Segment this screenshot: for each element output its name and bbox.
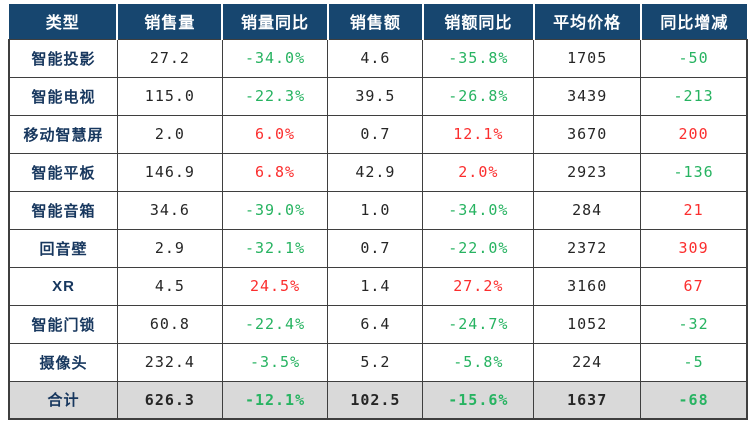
cell-sales_volume: 115.0 <box>116 76 223 116</box>
cell-avg_price: 3439 <box>533 76 642 116</box>
cell-sales_amount: 5.2 <box>327 342 424 382</box>
header-cell-type: 类型 <box>9 4 119 40</box>
cell-avg_price: 2923 <box>533 152 642 192</box>
row-label: XR <box>7 266 118 306</box>
cell-sales_volume: 232.4 <box>116 342 223 382</box>
header-cell-sales_amount: 销售额 <box>326 4 424 40</box>
cell-volume_yoy: -39.0% <box>221 190 329 230</box>
row-label: 智能门锁 <box>7 304 118 344</box>
cell-yoy_change: 21 <box>640 190 749 230</box>
cell-yoy_change: 309 <box>640 228 749 268</box>
cell-amount_yoy: 12.1% <box>422 114 535 154</box>
cell-sales_volume: 34.6 <box>116 190 223 230</box>
cell-amount_yoy: -35.8% <box>422 38 535 78</box>
cell-amount_yoy: -34.0% <box>422 190 535 230</box>
cell-yoy_change: -50 <box>640 38 749 78</box>
table-body: 智能投影 27.2 -34.0% 4.6 -35.8% 1705 -50 智能电视 115.0-… <box>7 38 749 420</box>
cell-volume_yoy: -22.4% <box>221 304 329 344</box>
row-label: 智能平板 <box>7 152 118 192</box>
cell-yoy_change: 200 <box>640 114 749 154</box>
cell-sales_volume: 4.5 <box>116 266 223 306</box>
cell-avg_price: 3160 <box>533 266 642 306</box>
cell-volume_yoy: -34.0% <box>221 38 329 78</box>
table-row: 移动智慧屏 2.0 6.0% 0.7 12.1% 3670 200 <box>7 114 749 154</box>
cell-volume_yoy: 6.0% <box>221 114 329 154</box>
cell-sales_amount: 0.7 <box>327 114 424 154</box>
cell-sales_volume: 60.8 <box>116 304 223 344</box>
row-label: 智能投影 <box>7 38 118 78</box>
header-cell-amount_yoy: 销额同比 <box>421 4 535 40</box>
table-row: XR 4.5 24.5% 1.4 27.2% 3160 67 <box>7 266 749 306</box>
row-label: 智能电视 <box>7 76 118 116</box>
cell-avg_price: 1637 <box>533 380 642 420</box>
cell-amount_yoy: -15.6% <box>422 380 535 420</box>
cell-yoy_change: -5 <box>640 342 749 382</box>
cell-sales_amount: 6.4 <box>327 304 424 344</box>
cell-volume_yoy: -3.5% <box>221 342 329 382</box>
row-label: 摄像头 <box>7 342 118 382</box>
row-label: 合计 <box>7 380 118 420</box>
cell-amount_yoy: 27.2% <box>422 266 535 306</box>
cell-yoy_change: 67 <box>640 266 749 306</box>
cell-yoy_change: -68 <box>640 380 749 420</box>
cell-sales_volume: 2.0 <box>116 114 223 154</box>
header-cell-avg_price: 平均价格 <box>532 4 642 40</box>
row-label: 智能音箱 <box>7 190 118 230</box>
cell-sales_amount: 42.9 <box>327 152 424 192</box>
cell-amount_yoy: -24.7% <box>422 304 535 344</box>
cell-sales_amount: 102.5 <box>327 380 424 420</box>
row-label: 移动智慧屏 <box>7 114 118 154</box>
cell-sales_amount: 0.7 <box>327 228 424 268</box>
cell-volume_yoy: 6.8% <box>221 152 329 192</box>
cell-avg_price: 284 <box>533 190 642 230</box>
table-row: 智能门锁 60.8 -22.4% 6.4 -24.7% 1052 -32 <box>7 304 749 344</box>
cell-sales_volume: 146.9 <box>116 152 223 192</box>
table-row: 智能电视 115.0 -22.3% 39.5 -26.8% 3439 -213 <box>7 76 749 116</box>
cell-amount_yoy: -26.8% <box>422 76 535 116</box>
cell-volume_yoy: -12.1% <box>221 380 329 420</box>
cell-sales_amount: 39.5 <box>327 76 424 116</box>
cell-avg_price: 3670 <box>533 114 642 154</box>
table-row: 智能投影 27.2 -34.0% 4.6 -35.8% 1705 -50 <box>7 38 749 78</box>
cell-sales_volume: 27.2 <box>116 38 223 78</box>
table-row: 摄像头 232.4 -3.5% 5.2 -5.8% 224 -5 <box>7 342 749 382</box>
cell-sales_volume: 2.9 <box>116 228 223 268</box>
header-cell-yoy_change: 同比增减 <box>639 4 747 40</box>
total-row: 合计 626.3 -12.1% 102.5 -15.6% 1637 -68 <box>7 380 749 420</box>
cell-volume_yoy: -32.1% <box>221 228 329 268</box>
table-row: 智能平板 146.9 6.8% 42.9 2.0% 2923 -136 <box>7 152 749 192</box>
cell-sales_volume: 626.3 <box>116 380 223 420</box>
table-row: 智能音箱 34.6 -39.0% 1.0 -34.0% 284 21 <box>7 190 749 230</box>
cell-sales_amount: 4.6 <box>327 38 424 78</box>
cell-avg_price: 1705 <box>533 38 642 78</box>
sales-stats-table: 类型 销售量 销量同比 销售额 销额同比 平均价格 同比增减 智能投影 27.2 -34.0% 4… <box>7 4 749 420</box>
row-label: 回音壁 <box>7 228 118 268</box>
cell-amount_yoy: -5.8% <box>422 342 535 382</box>
header-cell-volume_yoy: 销量同比 <box>221 4 329 40</box>
cell-avg_price: 2372 <box>533 228 642 268</box>
cell-yoy_change: -213 <box>640 76 749 116</box>
table-header: 类型 销售量 销量同比 销售额 销额同比 平均价格 同比增减 <box>9 4 747 40</box>
cell-yoy_change: -32 <box>640 304 749 344</box>
header-cell-sales_volume: 销售量 <box>116 4 224 40</box>
cell-sales_amount: 1.4 <box>327 266 424 306</box>
cell-amount_yoy: 2.0% <box>422 152 535 192</box>
cell-volume_yoy: -22.3% <box>221 76 329 116</box>
cell-avg_price: 224 <box>533 342 642 382</box>
header-row: 类型 销售量 销量同比 销售额 销额同比 平均价格 同比增减 <box>9 4 747 40</box>
cell-yoy_change: -136 <box>640 152 749 192</box>
table-row: 回音壁 2.9 -32.1% 0.7 -22.0% 2372 309 <box>7 228 749 268</box>
cell-amount_yoy: -22.0% <box>422 228 535 268</box>
cell-avg_price: 1052 <box>533 304 642 344</box>
cell-sales_amount: 1.0 <box>327 190 424 230</box>
cell-volume_yoy: 24.5% <box>221 266 329 306</box>
